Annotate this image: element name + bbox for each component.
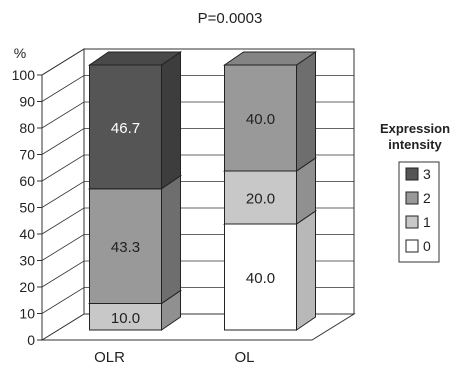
- legend-entry-label: 2: [423, 190, 431, 206]
- y-tick-label: 10: [19, 306, 35, 322]
- y-tick-label: 40: [19, 226, 35, 242]
- y-tick-label: 90: [19, 94, 35, 110]
- y-tick-label: 50: [19, 200, 35, 216]
- x-category-label: OL: [234, 349, 254, 366]
- legend-entry-label: 3: [423, 166, 431, 182]
- legend-swatch: [406, 192, 418, 204]
- data-label: 40.0: [246, 111, 275, 128]
- y-tick-label: 80: [19, 120, 35, 136]
- x-category-label: OLR: [94, 349, 125, 366]
- y-tick-label: 0: [27, 332, 35, 348]
- bar-segment-side: [162, 52, 181, 189]
- legend-title-line: intensity: [388, 137, 442, 152]
- chart-title: P=0.0003: [198, 10, 263, 27]
- legend-swatch: [406, 168, 418, 180]
- data-label: 10.0: [111, 310, 140, 327]
- data-label: 46.7: [111, 120, 140, 137]
- legend-swatch: [406, 216, 418, 228]
- bar-segment-side: [297, 52, 316, 171]
- y-tick-label: 70: [19, 147, 35, 163]
- data-label: 43.3: [111, 239, 140, 256]
- legend-entry-label: 0: [423, 238, 431, 254]
- legend-title-line: Expression: [380, 121, 450, 136]
- bar-segment-side: [162, 176, 181, 304]
- legend-swatch: [406, 240, 418, 252]
- y-tick-label: 20: [19, 279, 35, 295]
- y-tick-label: 30: [19, 253, 35, 269]
- y-tick-label: 60: [19, 173, 35, 189]
- y-axis-label: %: [14, 45, 26, 61]
- data-label: 20.0: [246, 191, 275, 208]
- legend-box: [399, 162, 439, 262]
- bar-segment-side: [297, 211, 316, 330]
- y-tick-label: 100: [12, 67, 36, 83]
- data-label: 40.0: [246, 270, 275, 287]
- legend-entry-label: 1: [423, 214, 431, 230]
